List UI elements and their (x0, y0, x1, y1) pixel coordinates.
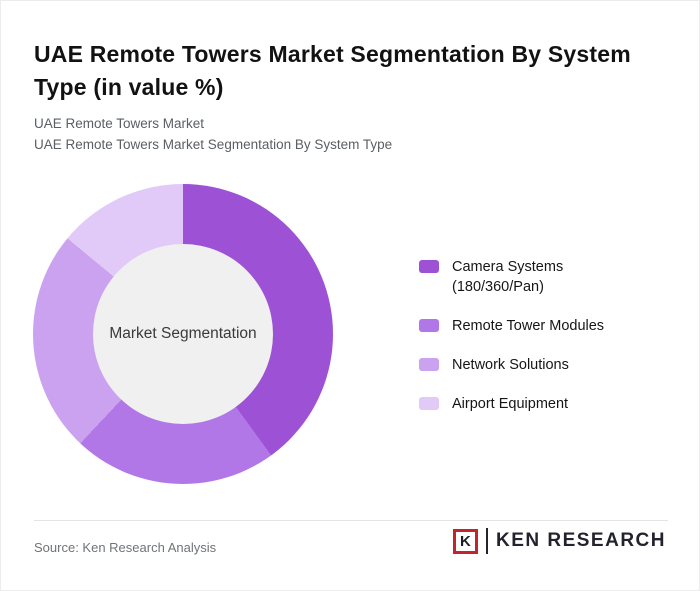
source-note: Source: Ken Research Analysis (34, 540, 217, 555)
subtitle-market: UAE Remote Towers Market (34, 116, 205, 131)
legend-label-line1: Camera Systems (452, 259, 564, 275)
legend-item: Remote Tower Modules (419, 316, 604, 336)
subtitle-block: UAE Remote Towers Market UAE Remote Towe… (34, 113, 392, 155)
footer-divider (34, 520, 668, 521)
legend-label-line1: Remote Tower Modules (452, 318, 605, 334)
legend-swatch (419, 319, 439, 332)
legend-label-line1: Network Solutions (452, 357, 569, 373)
subtitle-segmentation: UAE Remote Towers Market Segmentation By… (34, 137, 393, 152)
logo-wordmark: KEN RESEARCH (495, 530, 666, 551)
legend-label-line1: Airport Equipment (452, 396, 569, 412)
donut-chart: Market Segmentation (33, 184, 333, 484)
donut-center: Market Segmentation (93, 244, 273, 424)
legend-item: Camera Systems (180/360/Pan) (419, 257, 604, 297)
legend-label: Airport Equipment (452, 394, 568, 414)
legend-item: Network Solutions (419, 355, 604, 375)
legend-label: Camera Systems (180/360/Pan) (452, 257, 563, 297)
legend-swatch (419, 260, 439, 273)
chart-legend: Camera Systems (180/360/Pan) Remote Towe… (419, 257, 604, 414)
legend-item: Airport Equipment (419, 394, 604, 414)
legend-label-line2: (180/360/Pan) (452, 279, 544, 295)
legend-swatch (419, 358, 439, 371)
legend-label: Network Solutions (452, 355, 569, 375)
ken-research-logo: K KEN RESEARCH (452, 528, 666, 554)
page-title: UAE Remote Towers Market Segmentation By… (34, 41, 631, 101)
logo-k-icon: K (452, 528, 478, 554)
legend-label: Remote Tower Modules (452, 316, 604, 336)
legend-swatch (419, 397, 439, 410)
logo-separator (485, 528, 488, 554)
